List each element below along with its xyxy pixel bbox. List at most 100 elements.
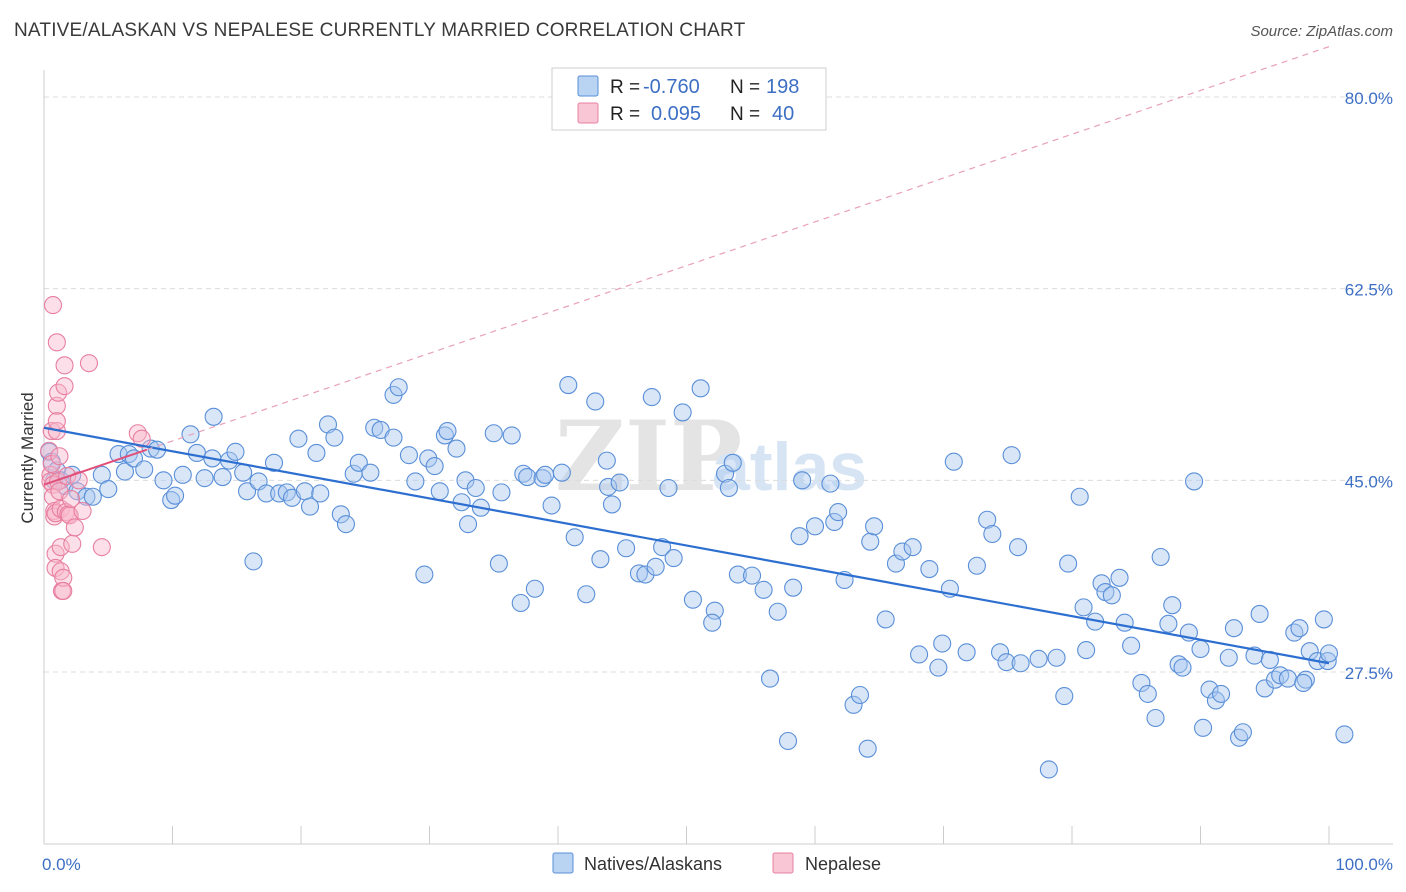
- natives-point-171: [1191, 639, 1210, 659]
- nepalese-point-41: [132, 429, 151, 448]
- nepalese-point-17: [50, 447, 69, 466]
- natives-point-73: [492, 483, 511, 502]
- natives-point-90: [602, 495, 622, 514]
- natives-point-131: [910, 645, 929, 664]
- nepalese-point-33: [65, 518, 84, 537]
- natives-point-151: [1070, 487, 1089, 506]
- natives-point-125: [861, 532, 880, 551]
- natives-point-108: [728, 565, 747, 584]
- natives-point-87: [591, 550, 610, 569]
- nepalese-point-37: [43, 296, 63, 315]
- nepalese-point-38: [47, 333, 66, 352]
- gridlines: [44, 96, 1393, 673]
- natives-point-194: [1319, 644, 1339, 663]
- natives-point-11: [99, 480, 118, 499]
- natives-point-127: [876, 610, 895, 629]
- natives-point-129: [893, 542, 912, 561]
- nepalese-point-26: [55, 356, 74, 375]
- natives-point-138: [967, 556, 986, 575]
- natives-point-38: [277, 483, 296, 502]
- natives-point-36: [264, 453, 284, 472]
- natives-point-60: [419, 449, 438, 468]
- natives-point-139: [978, 510, 997, 529]
- natives-point-122: [844, 695, 863, 714]
- natives-point-113: [778, 731, 798, 751]
- natives-point-145: [1011, 654, 1030, 673]
- natives-point-47: [331, 505, 350, 524]
- natives-point-64: [438, 421, 457, 441]
- trend-line-nepalese: [43, 448, 148, 486]
- natives-point-78: [525, 579, 544, 598]
- natives-point-33: [244, 552, 263, 571]
- natives-point-172: [1194, 718, 1213, 737]
- natives-point-35: [257, 484, 276, 503]
- natives-point-136: [944, 452, 963, 471]
- natives-point-13: [115, 462, 135, 481]
- natives-point-9: [83, 487, 102, 506]
- natives-point-120: [829, 503, 848, 522]
- nepalese-point-23: [54, 568, 73, 587]
- natives-point-140: [983, 524, 1002, 544]
- natives-point-196: [1335, 725, 1354, 744]
- natives-point-46: [325, 428, 344, 447]
- natives-point-186: [1278, 669, 1297, 688]
- natives-point-86: [586, 392, 605, 411]
- natives-point-110: [754, 580, 773, 599]
- natives-point-83: [559, 375, 578, 395]
- trend-line-natives: [43, 426, 1330, 665]
- natives-point-67: [456, 471, 475, 490]
- natives-point-93: [629, 564, 649, 583]
- natives-point-142: [997, 653, 1016, 672]
- natives-point-88: [597, 451, 616, 470]
- bottom-legend-label-nepalese: Nepalese: [805, 854, 881, 874]
- natives-point-163: [1146, 708, 1165, 728]
- natives-point-21: [166, 486, 185, 505]
- natives-point-82: [552, 463, 571, 482]
- natives-point-175: [1212, 684, 1231, 703]
- natives-point-79: [533, 469, 552, 488]
- natives-point-91: [610, 473, 629, 492]
- legend-n-value-natives: 198: [766, 76, 799, 98]
- natives-point-43: [307, 443, 326, 463]
- legend-swatch-nepalese: [577, 102, 599, 124]
- natives-point-25: [195, 469, 214, 488]
- natives-point-118: [821, 474, 840, 493]
- natives-point-126: [865, 517, 884, 536]
- natives-point-132: [920, 559, 939, 579]
- natives-point-119: [825, 512, 844, 532]
- natives-point-179: [1233, 723, 1252, 742]
- natives-point-58: [406, 472, 425, 491]
- natives-point-166: [1163, 596, 1182, 615]
- natives-point-160: [1122, 636, 1141, 655]
- natives-point-65: [447, 439, 466, 458]
- y-tick-label-0: 27.5%: [1345, 664, 1393, 683]
- nepalese-point-35: [73, 501, 92, 521]
- natives-point-101: [683, 590, 702, 609]
- natives-point-170: [1185, 472, 1204, 491]
- natives-point-130: [903, 538, 922, 557]
- natives-point-69: [466, 478, 485, 498]
- x-tick-labels: 0.0% 100.0%: [42, 855, 1393, 874]
- nepalese-point-15: [49, 383, 68, 402]
- legend-n-label-nepalese: N =: [730, 104, 760, 125]
- natives-point-99: [664, 549, 683, 568]
- natives-point-117: [805, 517, 825, 536]
- natives-point-100: [673, 403, 692, 422]
- bottom-legend-swatch-nepalese: [772, 852, 794, 874]
- legend-r-value-nepalese: 0.095: [651, 103, 701, 125]
- natives-point-85: [577, 585, 596, 604]
- series-nepalese-points: [40, 296, 151, 601]
- natives-point-189: [1296, 670, 1315, 689]
- y-tick-labels: 27.5% 45.0% 62.5% 80.0%: [1345, 89, 1393, 683]
- natives-point-158: [1110, 568, 1129, 587]
- legend-r-label-natives: R =: [610, 77, 640, 98]
- natives-point-57: [399, 446, 418, 465]
- natives-point-8: [77, 487, 96, 506]
- natives-point-159: [1115, 613, 1134, 632]
- nepalese-point-16: [49, 472, 68, 491]
- natives-point-45: [318, 415, 338, 434]
- natives-point-168: [1173, 658, 1192, 677]
- bottom-legend-label-natives: Natives/Alaskans: [584, 854, 722, 874]
- natives-point-155: [1092, 574, 1111, 593]
